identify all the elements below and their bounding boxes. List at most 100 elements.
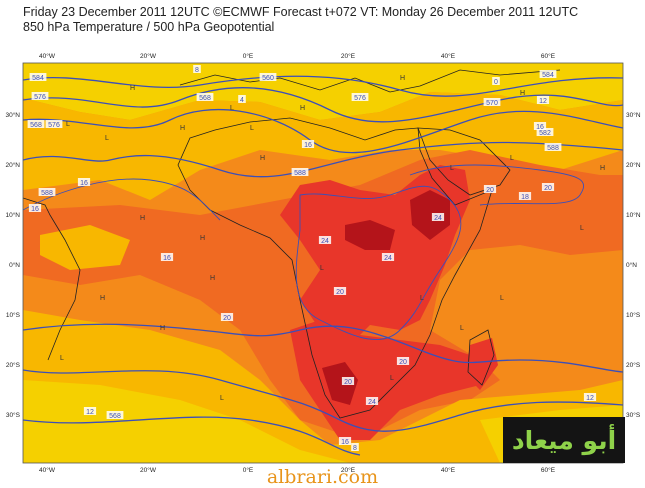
- contour-label: 0: [492, 77, 500, 86]
- contour-label: 20: [541, 183, 555, 192]
- contour-label: 20: [483, 185, 497, 194]
- lon-label: 40°W: [39, 466, 56, 474]
- contour-label: 568: [196, 93, 214, 102]
- contour-value: 576: [48, 122, 60, 129]
- contour-value: 588: [547, 145, 559, 152]
- high-pressure-mark: H: [600, 165, 605, 172]
- contour-value: 8: [195, 67, 199, 74]
- contour-label: 576: [351, 93, 369, 102]
- lat-label: 20°S: [626, 361, 641, 369]
- contour-value: 588: [294, 170, 306, 177]
- arabia-coastline: [417, 127, 511, 196]
- contour-label: 20: [341, 377, 355, 386]
- high-pressure-mark: H: [520, 90, 525, 97]
- low-pressure-mark: L: [105, 135, 109, 142]
- americas-coastline: [23, 197, 81, 361]
- high-pressure-mark: H: [180, 125, 185, 132]
- contour-value: 0: [494, 79, 498, 86]
- low-pressure-mark: L: [320, 265, 324, 272]
- contour-value: 568: [199, 95, 211, 102]
- contour-label: 16: [160, 253, 174, 262]
- contour-label: 12: [83, 407, 97, 416]
- contour-value: 568: [109, 413, 121, 420]
- lon-label: 40°W: [39, 52, 56, 60]
- contour-label: 584: [29, 73, 47, 82]
- low-pressure-mark: L: [220, 395, 224, 402]
- contour-value: 20: [336, 289, 344, 296]
- map-header: Friday 23 December 2011 12UTC ©ECMWF For…: [23, 5, 578, 35]
- contour-label: 24: [365, 397, 379, 406]
- contour-label: 20: [396, 357, 410, 366]
- lon-label: 60°E: [541, 52, 556, 60]
- lat-label: 30°S: [6, 411, 21, 419]
- contour-value: 584: [32, 75, 44, 82]
- map-frame: [22, 62, 624, 464]
- lon-label: 20°E: [341, 52, 356, 60]
- contour-value: 582: [539, 130, 551, 137]
- contour-value: 16: [304, 142, 312, 149]
- watermark-arabic: أبو ميعاد: [511, 425, 617, 455]
- contour-label: 24: [431, 213, 445, 222]
- isotherm-24: [295, 185, 462, 340]
- contour-label: 12: [583, 393, 597, 402]
- contour-label: 560: [259, 73, 277, 82]
- contour-value: 16: [31, 206, 39, 213]
- hot-area-south: [290, 320, 490, 440]
- contour-584: [23, 75, 623, 97]
- contour-label: 8: [193, 65, 201, 74]
- lon-label: 20°W: [140, 466, 157, 474]
- contour-value: 24: [321, 238, 329, 245]
- isotherm-16-west: [23, 178, 221, 221]
- contour-value: 16: [80, 180, 88, 187]
- contour-576: [23, 87, 623, 123]
- high-pressure-mark: H: [160, 325, 165, 332]
- lon-label: 0°E: [243, 52, 254, 60]
- contour-582: [23, 369, 623, 432]
- longitude-labels-bottom: 40°W 20°W 0°E 20°E 40°E 60°E: [39, 466, 556, 474]
- contour-labels: 584 576 568 576 560 568 570 584 582 588 588 588 16 16…: [27, 65, 597, 452]
- lat-label: 30°N: [5, 111, 20, 119]
- contour-label: 584: [539, 70, 557, 79]
- lon-label: 40°E: [441, 466, 456, 474]
- lon-label: 20°W: [140, 52, 157, 60]
- lat-label: 10°S: [6, 311, 21, 319]
- contour-value: 20: [399, 359, 407, 366]
- lat-label: 20°N: [5, 161, 20, 169]
- contour-value: 8: [353, 445, 357, 452]
- hot-area-ethiopia: [410, 190, 450, 240]
- contour-value: 24: [434, 215, 442, 222]
- pressure-marks: H H H H H H H H H H H H L L L L L L L L L L L L L L: [60, 75, 605, 402]
- forecast-subtitle: 850 hPa Temperature / 500 hPa Geopotenti…: [23, 20, 275, 34]
- contour-value: 18: [521, 194, 529, 201]
- contour-label: 588: [291, 168, 309, 177]
- low-pressure-mark: L: [230, 105, 234, 112]
- low-pressure-mark: L: [500, 295, 504, 302]
- contour-value: 20: [344, 379, 352, 386]
- lon-label: 60°E: [541, 466, 556, 474]
- contour-label: 24: [318, 236, 332, 245]
- contour-value: 568: [30, 122, 42, 129]
- contour-588: [23, 141, 623, 178]
- contour-value: 24: [368, 399, 376, 406]
- contour-value: 576: [354, 95, 366, 102]
- cold-band-south-inner: [23, 380, 350, 463]
- contour-label: 16: [77, 178, 91, 187]
- watermark-logo: أبو ميعاد: [503, 417, 625, 463]
- madagascar-coastline: [467, 329, 495, 386]
- lon-label: 0°E: [243, 466, 254, 474]
- cold-band-north: [23, 63, 623, 120]
- lat-label: 10°N: [626, 211, 641, 219]
- low-pressure-mark: L: [60, 355, 64, 362]
- lat-label: 30°N: [626, 111, 641, 119]
- hot-area-kalahari: [322, 362, 358, 405]
- contour-label: 4: [238, 95, 246, 104]
- high-pressure-mark: H: [260, 155, 265, 162]
- high-pressure-mark: H: [300, 105, 305, 112]
- watermark-url: albrari.com: [266, 466, 379, 488]
- low-pressure-mark: L: [510, 155, 514, 162]
- contour-value: 16: [341, 439, 349, 446]
- contour-value: 20: [223, 315, 231, 322]
- lat-label: 0°N: [9, 261, 20, 269]
- high-pressure-mark: H: [210, 275, 215, 282]
